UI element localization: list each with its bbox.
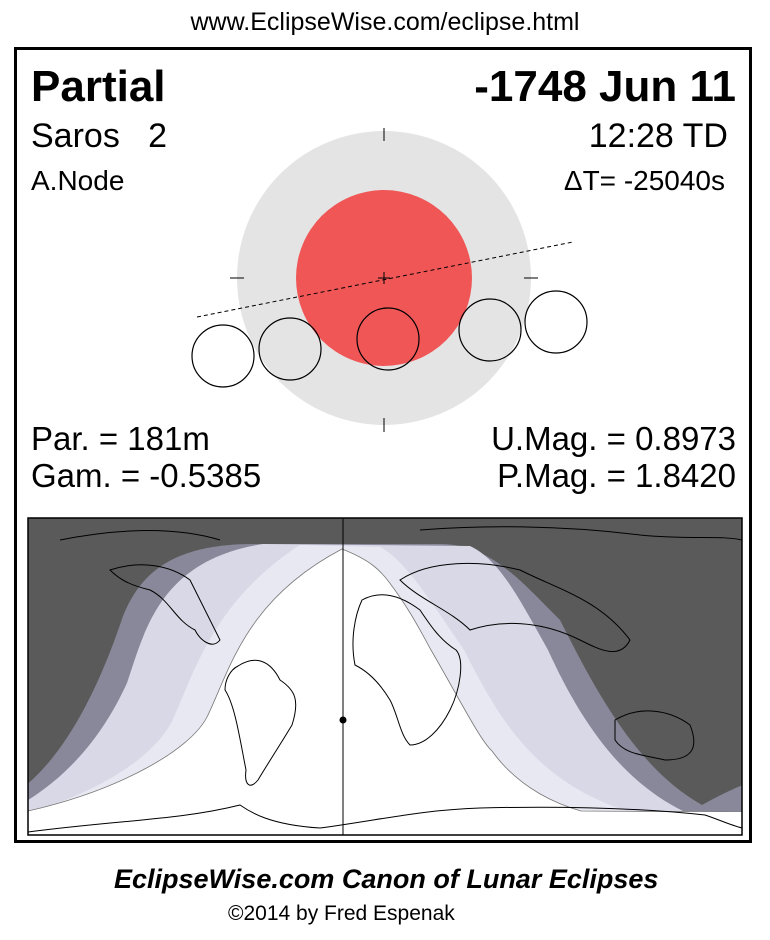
penumbral-magnitude: P.Mag. = 1.8420 (497, 457, 736, 494)
eclipse-type: Partial (31, 62, 166, 111)
moon-p1 (191, 324, 255, 388)
umbral-magnitude: U.Mag. = 0.8973 (491, 420, 736, 457)
eclipse-date: -1748 Jun 11 (474, 62, 736, 111)
frame (14, 47, 752, 843)
footer-title: EclipseWise.com Canon of Lunar Eclipses (114, 864, 659, 894)
delta-t: ΔT= -25040s (563, 165, 725, 196)
gamma: Gam. = -0.5385 (31, 457, 262, 494)
node: A.Node (31, 165, 125, 196)
visibility-map (27, 517, 743, 836)
url[interactable]: www.EclipseWise.com/eclipse.html (190, 8, 580, 36)
copyright: ©2014 by Fred Espenak (228, 902, 455, 925)
moon-path (196, 241, 574, 318)
moon-u1 (258, 317, 322, 381)
sub-lunar-point (339, 716, 347, 724)
moon-greatest (356, 307, 420, 371)
saros: Saros 2 (31, 117, 168, 155)
moon-p4 (524, 290, 588, 354)
time: 12:28 TD (588, 117, 728, 155)
partial-duration: Par. = 181m (31, 420, 210, 457)
coastlines (28, 526, 742, 833)
axis-ticks (230, 128, 538, 432)
moon-u4 (458, 298, 522, 362)
